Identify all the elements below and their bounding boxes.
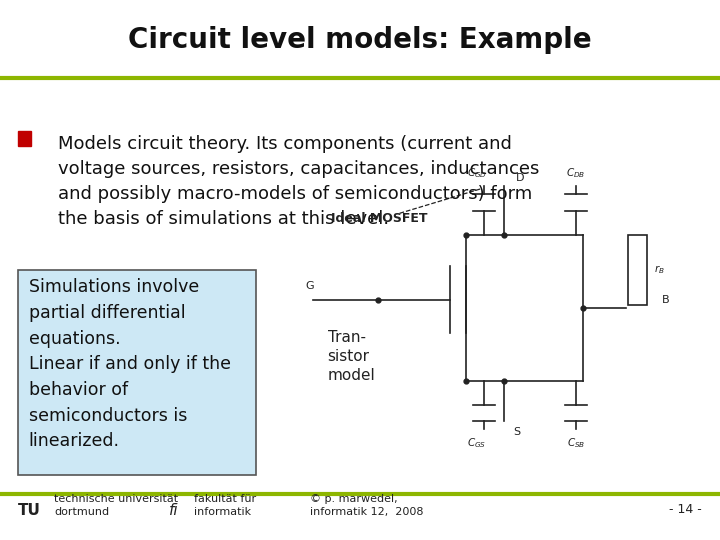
Text: D: D (516, 173, 525, 183)
Text: Ideal MOSFET: Ideal MOSFET (331, 212, 428, 225)
Bar (628, 235, 647, 305)
Text: B: B (662, 295, 670, 305)
Text: $C_{DB}$: $C_{DB}$ (567, 166, 585, 180)
Bar (18, 131, 31, 146)
Text: technische universität
dortmund: technische universität dortmund (54, 494, 178, 517)
Text: G: G (305, 281, 314, 291)
Text: fi: fi (169, 503, 179, 518)
Text: Tran-
sistor
model: Tran- sistor model (328, 330, 375, 382)
Text: fakultät für
informatik: fakultät für informatik (194, 494, 256, 517)
FancyBboxPatch shape (18, 270, 256, 475)
Text: $r_B$: $r_B$ (654, 264, 665, 276)
Text: Models circuit theory. Its components (current and
voltage sources, resistors, c: Models circuit theory. Its components (c… (58, 135, 539, 228)
Text: $C_{SB}$: $C_{SB}$ (567, 436, 585, 450)
Text: S: S (513, 427, 521, 437)
Text: Simulations involve
partial differential
equations.
Linear if and only if the
be: Simulations involve partial differential… (29, 278, 231, 450)
Text: $C_{GS}$: $C_{GS}$ (467, 436, 486, 450)
Text: $C_{GD}$: $C_{GD}$ (467, 166, 487, 180)
Text: © p. marwedel,
informatik 12,  2008: © p. marwedel, informatik 12, 2008 (310, 494, 423, 517)
Text: TU: TU (18, 503, 41, 518)
Text: - 14 -: - 14 - (670, 503, 702, 516)
Text: Circuit level models: Example: Circuit level models: Example (128, 26, 592, 55)
